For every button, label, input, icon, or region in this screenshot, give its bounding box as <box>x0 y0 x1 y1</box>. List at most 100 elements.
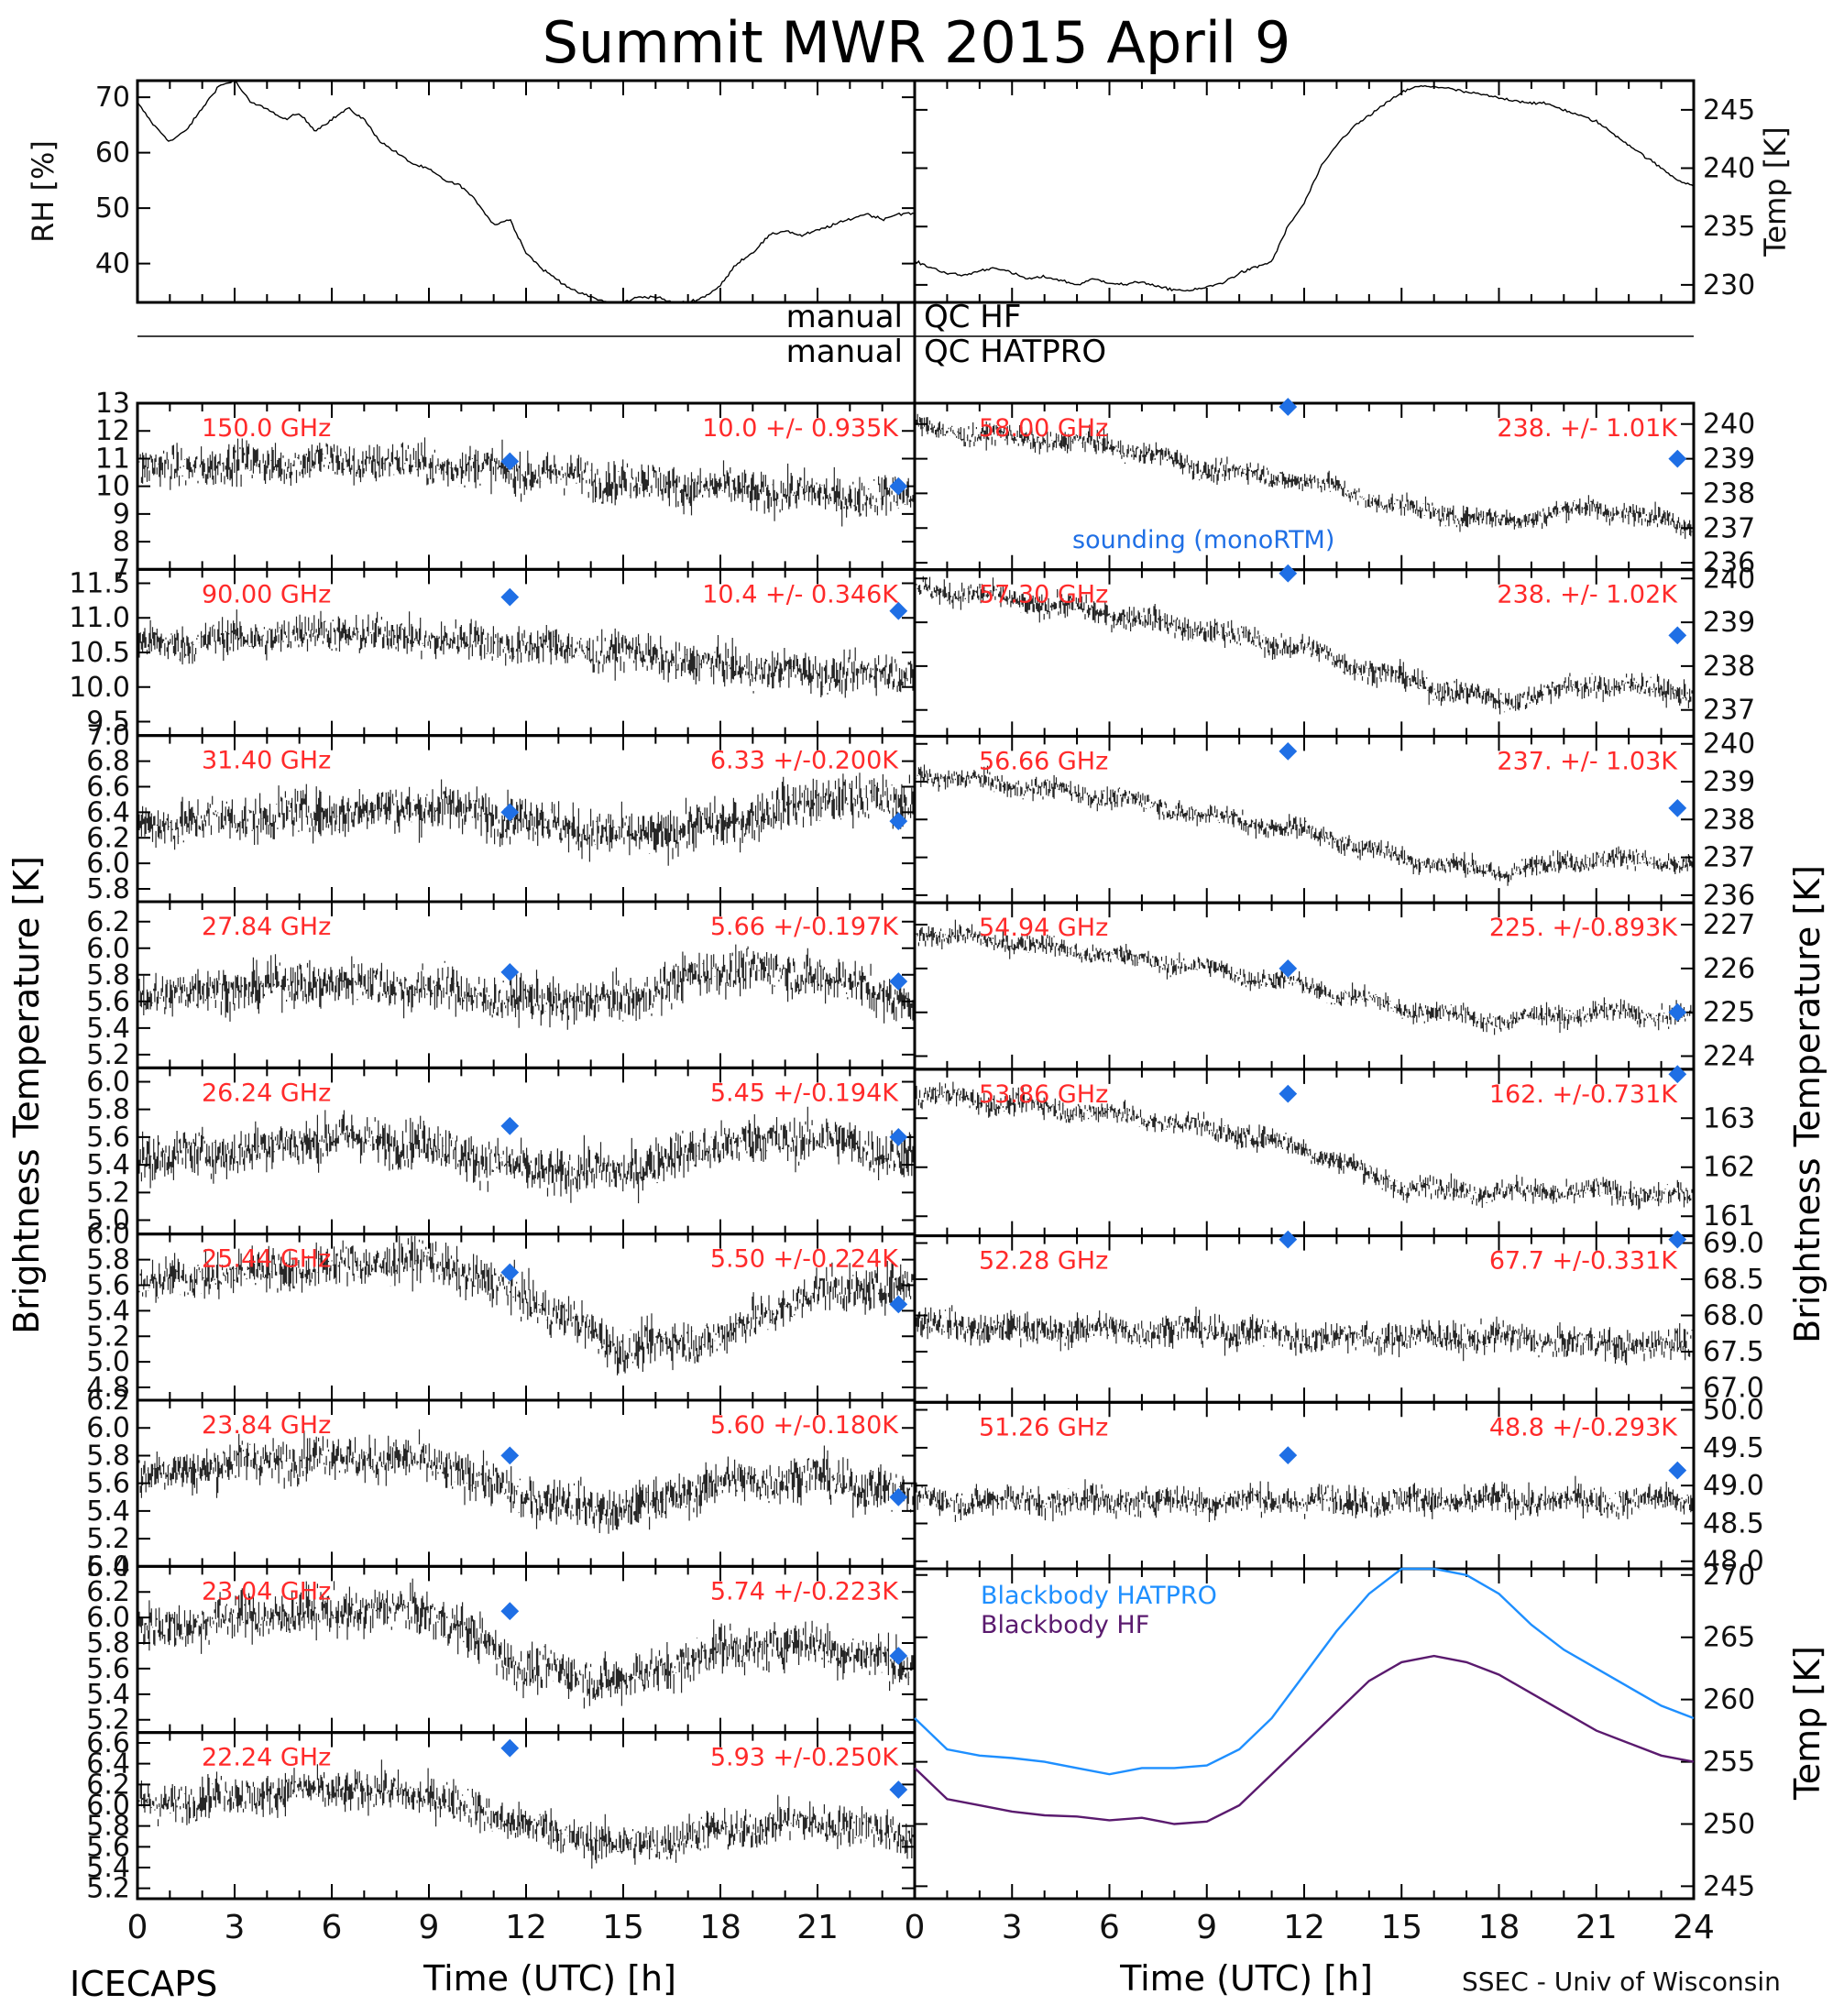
y-tick-label: 237 <box>1703 695 1755 727</box>
x-tick-label: 6 <box>1099 1909 1120 1946</box>
y-tick-label: 270 <box>1703 1560 1755 1592</box>
x-tick-label: 15 <box>602 1909 644 1946</box>
qc-hf-right: QC HF <box>924 299 1021 335</box>
x-minor-ticks <box>137 1400 916 1567</box>
y-tick-label: 49.0 <box>1703 1470 1764 1502</box>
y-tick-label: 5.0 <box>86 1550 130 1583</box>
y-tick-label: 235 <box>1703 211 1755 243</box>
y-tick-label: 69.0 <box>1703 1227 1764 1259</box>
y-ticks <box>915 108 1694 286</box>
y-tick-label: 7 <box>113 553 130 586</box>
y-tick-label: 48.0 <box>1703 1546 1764 1578</box>
y-tick-label: 236 <box>1703 880 1755 912</box>
y-ticks <box>915 924 1694 1057</box>
frequency-label: 90.00 GHz <box>202 580 331 608</box>
sounding-marker <box>889 972 908 991</box>
stat-label: 5.66 +/-0.197K <box>710 913 899 941</box>
sounding-marker <box>500 1602 520 1621</box>
y-tick-label: 10 <box>95 471 130 503</box>
y-tick-label: 163 <box>1703 1102 1755 1134</box>
y-tick-label: 6.2 <box>86 1576 130 1608</box>
series-line <box>914 84 1695 292</box>
y-tick-label: 49.5 <box>1703 1432 1764 1464</box>
blackbody-ylabel: Temp [K] <box>1787 1646 1828 1801</box>
y-tick-label: 5.6 <box>86 1468 130 1500</box>
stat-label: 10.0 +/- 0.935K <box>702 414 899 443</box>
blackbody-hatpro-line <box>914 1567 1695 1776</box>
legend-hf: Blackbody HF <box>981 1611 1149 1639</box>
y-tick-label: 5.4 <box>86 1295 130 1327</box>
x-minor-ticks <box>914 403 1695 570</box>
y-ticks <box>915 1242 1694 1389</box>
left-channel-panel: 5.25.45.65.86.06.26.4 23.04 GHz 5.74 +/-0.… <box>86 1550 916 1737</box>
brightness-trace <box>916 1081 1693 1211</box>
y-tick-label: 5.6 <box>86 986 130 1018</box>
y-tick-label: 5.6 <box>86 1831 130 1863</box>
y-tick-label: 67.5 <box>1703 1336 1764 1368</box>
y-tick-label: 70 <box>95 82 130 114</box>
x-tick-label: 12 <box>505 1909 547 1946</box>
x-minor-ticks <box>137 1566 916 1733</box>
y-tick-label: 245 <box>1703 94 1755 126</box>
y-tick-label: 5.2 <box>86 1523 130 1555</box>
sounding-legend: sounding (monoRTM) <box>1072 526 1334 554</box>
frequency-label: 31.40 GHz <box>202 747 331 775</box>
sounding-marker <box>1279 1084 1298 1103</box>
y-tick-label: 230 <box>1703 269 1755 301</box>
y-tick-label: 245 <box>1703 1870 1755 1902</box>
y-tick-label: 226 <box>1703 953 1755 985</box>
brightness-trace <box>138 1235 914 1375</box>
y-tick-label: 224 <box>1703 1041 1755 1073</box>
brightness-trace <box>138 772 914 866</box>
y-tick-label: 5.0 <box>86 1346 130 1378</box>
sounding-marker <box>1668 1003 1687 1022</box>
y-ticks <box>915 1408 1694 1562</box>
x-minor-ticks <box>914 569 1695 737</box>
frequency-label: 56.66 GHz <box>979 747 1108 775</box>
stat-label: 237. +/- 1.03K <box>1497 747 1678 775</box>
brightness-trace <box>138 1106 914 1204</box>
sounding-marker <box>889 1128 908 1146</box>
blackbody-hf-line <box>914 1654 1695 1825</box>
x-minor-ticks <box>914 1569 1695 1899</box>
left-axis-label: Brightness Temperature [K] <box>6 856 47 1334</box>
y-tick-label: 6.2 <box>86 906 130 938</box>
y-tick-label: 10.0 <box>69 672 130 704</box>
right-channel-panel: 237 238 239 240 57.30 GHz 238. +/- 1.02K <box>913 563 1755 738</box>
footer-right: SSEC - Univ of Wisconsin <box>1462 1967 1781 1997</box>
y-tick-label: 237 <box>1703 842 1755 874</box>
y-tick-label: 6.0 <box>86 1790 130 1822</box>
x-tick-label: 9 <box>419 1909 440 1946</box>
y-tick-label: 6.2 <box>86 1769 130 1801</box>
brightness-trace <box>916 764 1693 886</box>
y-tick-label: 5.6 <box>86 1653 130 1685</box>
y-tick-label: 5.2 <box>86 1704 130 1737</box>
brightness-trace <box>138 1759 914 1869</box>
y-tick-label: 6.4 <box>86 796 130 828</box>
x-tick-label: 6 <box>322 1909 343 1946</box>
x-tick-label: 21 <box>796 1909 839 1946</box>
y-tick-label: 5.4 <box>86 1013 130 1045</box>
brightness-trace <box>138 437 914 527</box>
frequency-label: 58.00 GHz <box>979 414 1108 443</box>
y-tick-label: 238 <box>1703 804 1755 836</box>
y-tick-label: 9 <box>113 499 130 531</box>
x-tick-label: 0 <box>905 1909 926 1946</box>
legend-hatpro: Blackbody HATPRO <box>981 1582 1217 1610</box>
footer-left: ICECAPS <box>70 1964 217 2004</box>
x-tick-label: 12 <box>1283 1909 1325 1946</box>
y-tick-label: 10.5 <box>69 637 130 669</box>
right-channel-panel: 161 162 163 53.86 GHz 162. +/-0.731K <box>913 1065 1755 1238</box>
y-tick-label: 240 <box>1703 563 1755 595</box>
x-tick-label: 0 <box>127 1909 148 1946</box>
y-tick-label: 5.4 <box>86 1679 130 1711</box>
x-tick-label: 3 <box>225 1909 246 1946</box>
y-tick-label: 67.0 <box>1703 1372 1764 1404</box>
y-tick-label: 265 <box>1703 1622 1755 1654</box>
sounding-marker <box>1279 1230 1298 1249</box>
y-tick-label: 238 <box>1703 477 1755 509</box>
sounding-marker <box>500 587 520 607</box>
stat-label: 48.8 +/-0.293K <box>1489 1413 1678 1441</box>
